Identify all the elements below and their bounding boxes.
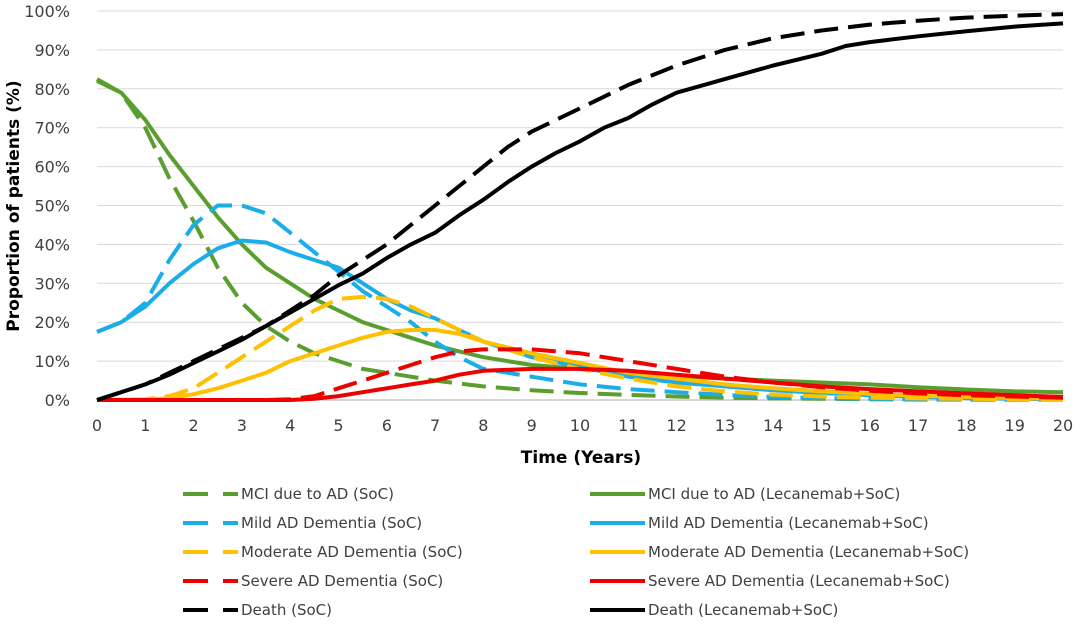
x-tick-label: 17	[908, 416, 928, 435]
legend-item: Death (Lecanemab+SoC)	[590, 601, 838, 619]
y-tick-label: 60%	[34, 158, 70, 177]
x-tick-label: 16	[860, 416, 880, 435]
x-tick-label: 1	[140, 416, 150, 435]
x-tick-label: 12	[666, 416, 686, 435]
x-tick-label: 11	[618, 416, 638, 435]
legend-label: Moderate AD Dementia (SoC)	[241, 543, 463, 561]
legend-label: Mild AD Dementia (SoC)	[241, 514, 422, 532]
series-line	[96, 294, 1064, 402]
x-tick-label: 14	[763, 416, 783, 435]
series-line	[96, 238, 1064, 402]
x-tick-label: 6	[382, 416, 392, 435]
x-tick-label: 2	[189, 416, 199, 435]
legend-item: Mild AD Dementia (SoC)	[183, 514, 422, 532]
gridlines	[97, 10, 1063, 362]
y-tick-label: 100%	[24, 2, 70, 21]
x-tick-label: 10	[570, 416, 590, 435]
x-tick-label: 9	[527, 416, 537, 435]
legend-item: MCI due to AD (SoC)	[183, 485, 394, 503]
series-line	[96, 328, 1064, 402]
y-tick-label: 20%	[34, 313, 70, 332]
y-tick-label: 10%	[34, 352, 70, 371]
x-tick-label: 20	[1053, 416, 1073, 435]
legend-item: Severe AD Dementia (Lecanemab+SoC)	[590, 572, 950, 590]
x-tick-label: 19	[1005, 416, 1025, 435]
legend-item: Death (SoC)	[183, 601, 332, 619]
series-line	[96, 21, 1064, 402]
legend-item: Moderate AD Dementia (Lecanemab+SoC)	[590, 543, 969, 561]
x-axis-title: Time (Years)	[521, 448, 641, 468]
legend-label: MCI due to AD (SoC)	[241, 485, 394, 503]
legend-item: MCI due to AD (Lecanemab+SoC)	[590, 485, 900, 503]
y-tick-label: 30%	[34, 274, 70, 293]
x-tick-label: 7	[430, 416, 440, 435]
y-tick-label: 50%	[34, 197, 70, 216]
y-tick-label: 40%	[34, 235, 70, 254]
x-tick-label: 18	[956, 416, 976, 435]
x-tick-label: 13	[715, 416, 735, 435]
x-tick-label: 8	[478, 416, 488, 435]
y-tick-label: 70%	[34, 119, 70, 138]
x-tick-label: 15	[811, 416, 831, 435]
y-tick-label: 0%	[45, 391, 70, 410]
legend-label: Severe AD Dementia (Lecanemab+SoC)	[648, 572, 950, 590]
legend: MCI due to AD (SoC) MCI due to AD (Lecane…	[183, 485, 969, 619]
series-line	[97, 366, 1064, 402]
legend-label: MCI due to AD (Lecanemab+SoC)	[648, 485, 900, 503]
series-lines	[96, 12, 1064, 402]
series-line	[96, 12, 1064, 402]
legend-item: Moderate AD Dementia (SoC)	[183, 543, 463, 561]
legend-label: Death (Lecanemab+SoC)	[648, 601, 838, 619]
tick-labels: 0%10%20%30%40%50%60%70%80%90%100%0 1 2 3 4 5 6…	[24, 2, 1073, 435]
y-axis-title: Proportion of patients (%)	[4, 80, 24, 331]
x-tick-label: 5	[333, 416, 343, 435]
legend-label: Mild AD Dementia (Lecanemab+SoC)	[648, 514, 929, 532]
legend-label: Severe AD Dementia (SoC)	[241, 572, 443, 590]
x-tick-label: 0	[92, 416, 102, 435]
y-tick-label: 90%	[34, 41, 70, 60]
x-tick-label: 3	[237, 416, 247, 435]
y-tick-label: 80%	[34, 80, 70, 99]
series-line	[96, 77, 1064, 395]
legend-item: Mild AD Dementia (Lecanemab+SoC)	[590, 514, 929, 532]
legend-item: Severe AD Dementia (SoC)	[183, 572, 443, 590]
legend-label: Moderate AD Dementia (Lecanemab+SoC)	[648, 543, 969, 561]
legend-label: Death (SoC)	[241, 601, 332, 619]
x-tick-label: 4	[285, 416, 295, 435]
